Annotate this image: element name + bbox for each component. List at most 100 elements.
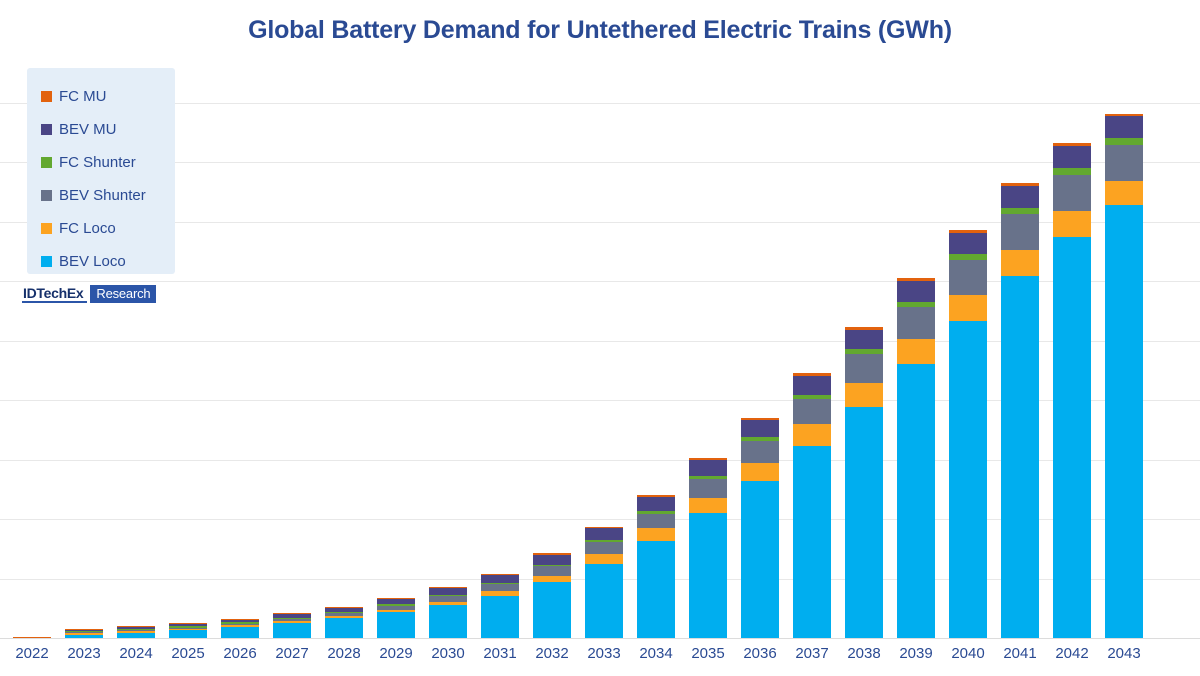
x-axis-tick-label: 2040 (951, 645, 985, 662)
gridline (0, 102, 1200, 104)
bar-column[interactable] (637, 495, 675, 638)
bar-column[interactable] (1001, 183, 1039, 638)
x-axis-tick-label: 2041 (1003, 645, 1037, 662)
bar-segment (1053, 236, 1091, 638)
bar-segment (741, 441, 779, 464)
bar-column[interactable] (481, 573, 519, 638)
bar-column[interactable] (741, 417, 779, 638)
bar-segment (377, 597, 415, 599)
bar-segment (741, 463, 779, 482)
x-axis-tick-label: 2043 (1107, 645, 1141, 662)
bar-column[interactable] (533, 553, 571, 638)
bar-segment (273, 613, 311, 615)
bar-segment (377, 604, 415, 606)
bar-segment (689, 458, 727, 461)
bar-segment (429, 601, 467, 606)
bar-column[interactable] (897, 278, 935, 638)
bar-segment (481, 596, 519, 638)
bar-column[interactable] (689, 458, 727, 638)
legend-item-label: BEV Shunter (59, 187, 146, 204)
legend-item[interactable]: FC MU (41, 80, 175, 113)
bar-column[interactable] (273, 613, 311, 638)
gridline (0, 340, 1200, 342)
bar-column[interactable] (429, 587, 467, 638)
bar-segment (273, 621, 311, 623)
bar-column[interactable] (325, 606, 363, 638)
bar-segment (481, 573, 519, 575)
legend-item[interactable]: BEV MU (41, 113, 175, 146)
bar-segment (793, 394, 831, 400)
plot-area (0, 63, 1200, 639)
axis-baseline (0, 638, 1200, 639)
bar-column[interactable] (1053, 143, 1091, 638)
bar-segment (533, 566, 571, 576)
bar-segment (949, 254, 987, 261)
bar-segment (1001, 186, 1039, 208)
bar-segment (325, 607, 363, 612)
bar-segment (533, 582, 571, 638)
bar-segment (1105, 181, 1143, 205)
legend-item[interactable]: FC Loco (41, 212, 175, 245)
bar-segment (949, 260, 987, 295)
x-axis-tick-label: 2039 (899, 645, 933, 662)
gridline (0, 519, 1200, 521)
bar-column[interactable] (585, 526, 623, 638)
bar-segment (65, 630, 103, 633)
bar-segment (689, 497, 727, 514)
bar-segment (793, 373, 831, 376)
bar-column[interactable] (117, 626, 155, 638)
bar-segment (429, 605, 467, 638)
bar-column[interactable] (377, 597, 415, 638)
bar-column[interactable] (65, 628, 103, 638)
bar-column[interactable] (793, 373, 831, 638)
bar-column[interactable] (169, 623, 207, 638)
bar-segment (793, 375, 831, 395)
bar-segment (1053, 174, 1091, 212)
bar-segment (1001, 207, 1039, 215)
x-axis-tick-label: 2042 (1055, 645, 1089, 662)
bar-segment (169, 626, 207, 628)
bar-column[interactable] (845, 326, 883, 638)
bar-segment (221, 623, 259, 626)
bar-segment (169, 627, 207, 629)
gridline (0, 162, 1200, 164)
x-axis-tick-label: 2038 (847, 645, 881, 662)
bar-segment (897, 339, 935, 365)
bar-segment (377, 609, 415, 613)
bar-segment (169, 623, 207, 625)
bar-column[interactable] (13, 636, 51, 638)
bar-segment (1053, 168, 1091, 175)
bar-segment (325, 613, 363, 617)
bar-segment (1105, 144, 1143, 182)
legend-item[interactable]: FC Shunter (41, 146, 175, 179)
bar-segment (377, 598, 415, 605)
bar-segment (221, 625, 259, 627)
bar-segment (1001, 276, 1039, 638)
bar-segment (429, 596, 467, 602)
bar-segment (481, 584, 519, 592)
bar-segment (1001, 249, 1039, 277)
brand-name: IDTechEx (22, 285, 88, 303)
bar-column[interactable] (1105, 113, 1143, 638)
bar-segment (377, 612, 415, 638)
legend-item[interactable]: BEV Loco (41, 245, 175, 278)
x-axis-tick-label: 2023 (67, 645, 101, 662)
x-axis-tick-label: 2025 (171, 645, 205, 662)
bar-segment (221, 626, 259, 638)
x-axis-tick-label: 2035 (691, 645, 725, 662)
bar-segment (1105, 138, 1143, 145)
bar-segment (845, 349, 883, 355)
legend-swatch-icon (41, 223, 52, 234)
x-axis-tick-label: 2026 (223, 645, 257, 662)
x-axis-labels: 2022 2023 2024 2025 2026 2027 2028 2029 2030 2031… (0, 645, 1200, 669)
bar-segment (689, 479, 727, 498)
bar-segment (637, 497, 675, 511)
legend-item[interactable]: BEV Shunter (41, 179, 175, 212)
bar-column[interactable] (221, 618, 259, 638)
bar-segment (325, 606, 363, 608)
bar-segment (65, 629, 103, 631)
legend-swatch-icon (41, 157, 52, 168)
bar-column[interactable] (949, 230, 987, 638)
bar-segment (897, 278, 935, 281)
x-axis-tick-label: 2028 (327, 645, 361, 662)
